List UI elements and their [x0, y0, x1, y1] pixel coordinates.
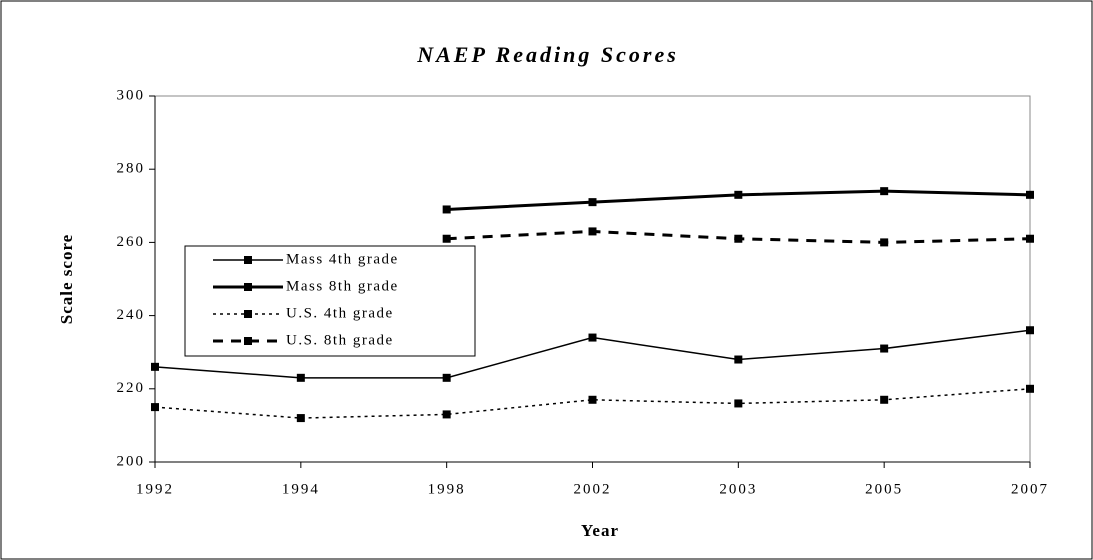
- x-tick-label: 1998: [428, 481, 466, 497]
- legend-text: Mass 4th grade: [286, 251, 399, 267]
- x-tick-label: 2007: [1011, 481, 1049, 497]
- legend-text: U.S. 4th grade: [286, 305, 394, 321]
- point-marker: [588, 395, 597, 404]
- point-marker: [1026, 234, 1034, 243]
- x-tick-label: 2003: [719, 481, 757, 497]
- point-marker: [442, 234, 451, 243]
- point-marker: [880, 395, 889, 404]
- point-marker: [588, 227, 597, 236]
- legend-marker: [244, 337, 252, 345]
- y-tick-label: 260: [117, 234, 146, 250]
- point-marker: [442, 205, 451, 214]
- y-tick-label: 220: [117, 380, 146, 396]
- x-axis-title: Year: [581, 521, 619, 540]
- x-tick-label: 1992: [136, 481, 174, 497]
- y-axis-title: Scale score: [57, 234, 76, 324]
- legend-marker: [244, 310, 252, 318]
- point-marker: [1026, 384, 1034, 393]
- point-marker: [588, 333, 597, 342]
- point-marker: [1026, 190, 1034, 199]
- point-marker: [734, 190, 743, 199]
- point-marker: [1026, 326, 1034, 335]
- legend-marker: [244, 256, 252, 264]
- x-tick-label: 2005: [865, 481, 903, 497]
- y-tick-label: 300: [117, 87, 146, 103]
- point-marker: [880, 238, 889, 247]
- point-marker: [734, 234, 743, 243]
- point-marker: [296, 414, 305, 423]
- point-marker: [734, 399, 743, 408]
- point-marker: [151, 362, 159, 371]
- legend-text: Mass 8th grade: [286, 278, 399, 294]
- x-tick-label: 2002: [574, 481, 612, 497]
- point-marker: [442, 373, 451, 382]
- legend-marker: [244, 283, 252, 291]
- chart-title: NAEP Reading Scores: [416, 42, 679, 67]
- legend-text: U.S. 8th grade: [286, 332, 394, 348]
- point-marker: [296, 373, 305, 382]
- point-marker: [588, 198, 597, 207]
- legend-box: [184, 245, 476, 357]
- y-tick-label: 240: [117, 307, 146, 323]
- x-tick-label: 1994: [282, 481, 320, 497]
- y-tick-label: 280: [117, 161, 146, 177]
- point-marker: [734, 355, 743, 364]
- point-marker: [442, 410, 451, 419]
- y-tick-label: 200: [117, 453, 146, 469]
- point-marker: [880, 344, 889, 353]
- point-marker: [151, 403, 159, 412]
- point-marker: [880, 187, 889, 196]
